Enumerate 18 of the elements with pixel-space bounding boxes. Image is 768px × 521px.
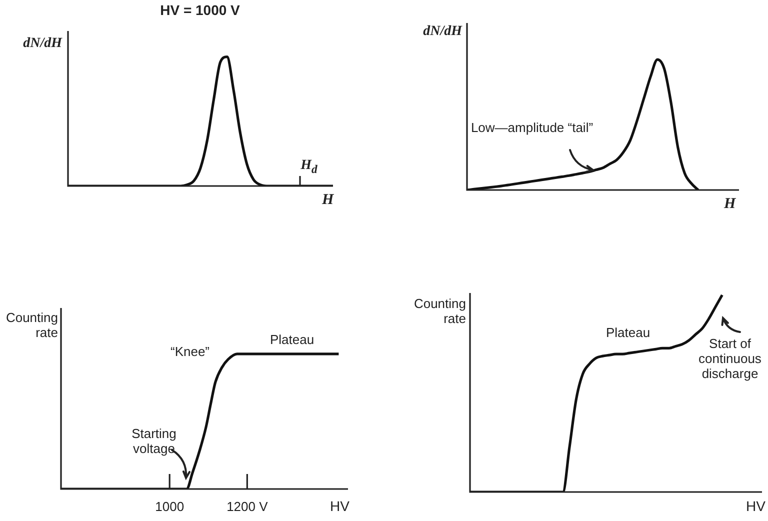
x-axis-title: H — [724, 196, 736, 213]
y-axis-title: Counting rate — [4, 310, 58, 340]
annotation: Low—amplitude “tail” — [470, 120, 594, 135]
x-axis-title: HV — [746, 498, 766, 514]
x-tick-label: 1000 — [155, 499, 184, 514]
y-axis-title: Counting rate — [412, 296, 466, 326]
annotation: Start of continuous discharge — [698, 336, 762, 381]
x-axis-title: H — [322, 192, 334, 209]
y-axis-title: dN/dH — [22, 36, 62, 52]
annotation: H$_{d}$ — [300, 158, 318, 177]
x-tick-label: 1200 V — [226, 499, 268, 514]
chart-title: HV = 1000 V — [159, 2, 241, 18]
x-axis-title: HV — [330, 498, 350, 514]
text: Plateau — [268, 332, 316, 347]
annotation: Plateau — [604, 325, 652, 340]
annotation: “Knee” — [169, 344, 211, 359]
y-axis-title: dN/dH — [422, 24, 462, 40]
annotation: Starting voltage — [130, 426, 178, 456]
